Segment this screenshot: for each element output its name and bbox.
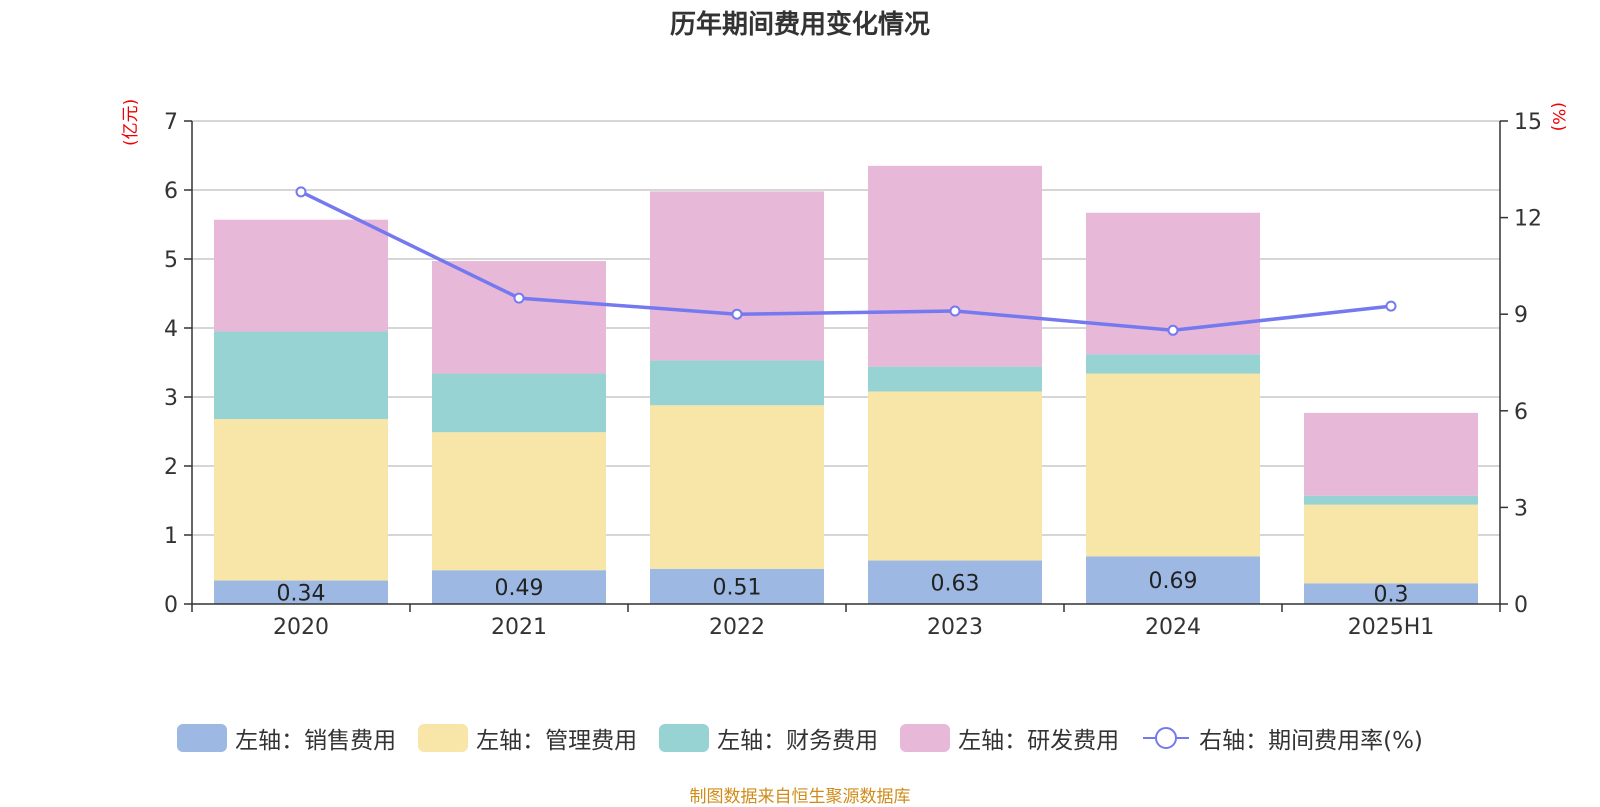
bar-segment [868,366,1042,392]
bar-segment [432,570,606,604]
bar-segment [214,580,388,604]
bar-segment [650,568,824,604]
bar-data-label: 0.63 [931,571,980,596]
rate-point [731,308,743,320]
bar-segment [214,331,388,420]
rate-point [513,292,525,304]
left-axis-tick-label: 4 [164,317,178,342]
rate-point [295,186,307,198]
bar-data-label: 0.34 [277,581,326,606]
bar-segment [1086,556,1260,604]
legend-swatch [659,724,710,752]
legend-item[interactable]: 左轴：研发费用 [900,721,1119,755]
legend-item[interactable]: 左轴：销售费用 [177,721,396,755]
x-axis-tick-label: 2024 [1145,615,1201,640]
bar-segment [868,391,1042,561]
bar-segment [214,419,388,581]
bar-segment [1304,504,1478,584]
legend-item[interactable]: 左轴：管理费用 [418,721,637,755]
x-axis-tick-label: 2025H1 [1348,615,1435,640]
bar-segment [1304,583,1478,604]
bar-data-label: 0.69 [1149,569,1198,594]
legend-label: 左轴：管理费用 [476,728,638,754]
bar-segment [432,432,606,571]
right-axis-tick-label: 3 [1514,496,1528,521]
legend-swatch [900,724,951,752]
right-axis-tick-label: 0 [1514,593,1528,618]
bar-segment [650,405,824,569]
left-axis-tick-label: 2 [164,455,178,480]
bar-segment [1304,495,1478,505]
right-axis-tick-label: 12 [1514,207,1542,232]
bar-data-label: 0.49 [495,576,544,601]
chart-legend: 左轴：销售费用 左轴：管理费用 左轴：财务费用 左轴：研发费用 右轴：期间费用率(%) [0,720,1600,756]
right-axis-tick-label: 6 [1514,400,1528,425]
rate-line [300,190,1392,333]
legend-label: 左轴：销售费用 [235,728,397,754]
left-axis-tick-label: 7 [164,110,178,135]
rate-point [1167,324,1179,336]
bar-segment [650,191,824,361]
legend-label: 左轴：财务费用 [717,728,879,754]
bar-segment [868,560,1042,604]
bar-segment [1304,412,1478,496]
legend-swatch [418,724,469,752]
bar-segment [868,165,1042,367]
legend-label: 右轴：期间费用率(%) [1199,728,1423,754]
bar-segment [432,373,606,433]
x-axis-tick-label: 2020 [273,615,329,640]
legend-line-marker-icon [1143,727,1190,749]
chart-title: 历年期间费用变化情况 [669,10,930,40]
right-axis-tick-label: 9 [1514,303,1528,328]
legend-swatch [177,724,228,752]
left-axis-tick-label: 5 [164,248,178,273]
left-axis-tick-label: 3 [164,386,178,411]
rate-point [949,305,961,317]
bar-segment [432,261,606,374]
legend-item[interactable]: 右轴：期间费用率(%) [1141,721,1423,755]
bar-segment [650,360,824,406]
bar-segment [214,219,388,332]
left-axis-tick-label: 6 [164,179,178,204]
chart-plot-area: 0.34 0.49 0.51 0.63 0.690.301234567036912152… [164,110,1542,640]
x-axis-tick-label: 2022 [709,615,765,640]
left-axis-tick-label: 1 [164,524,178,549]
legend-item[interactable]: 左轴：财务费用 [659,721,878,755]
rate-point [1385,300,1397,312]
bar-data-label: 0.51 [713,575,762,600]
bar-segment [1086,373,1260,557]
bar-segment [1086,354,1260,374]
left-axis-tick-label: 0 [164,593,178,618]
source-note: 制图数据来自恒生聚源数据库 [689,787,911,807]
x-axis-tick-label: 2023 [927,615,983,640]
legend-label: 左轴：研发费用 [958,728,1120,754]
right-axis-tick-label: 15 [1514,110,1542,135]
x-axis-tick-label: 2021 [491,615,547,640]
